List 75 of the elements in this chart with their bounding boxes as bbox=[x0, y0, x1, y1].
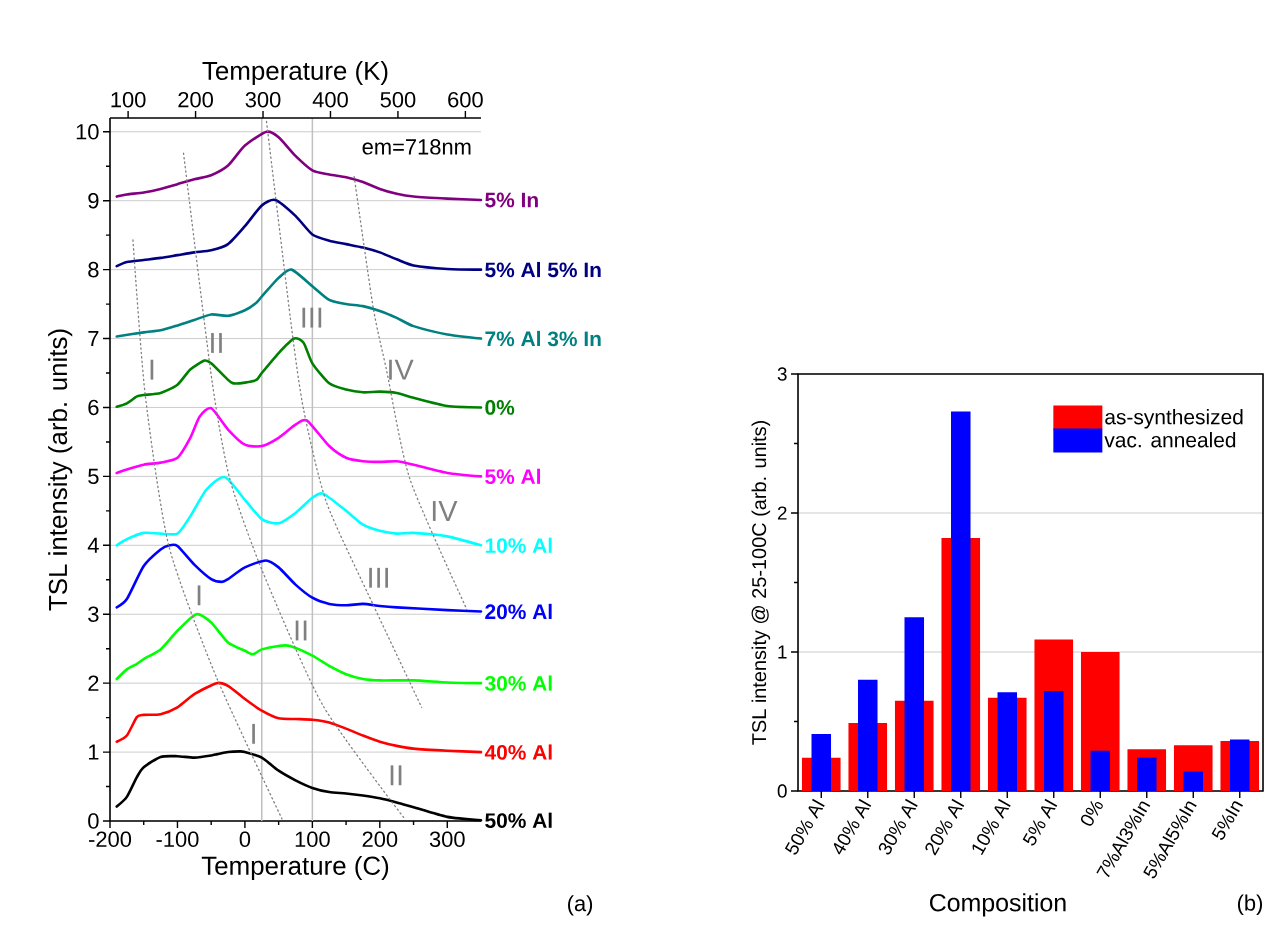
line-series bbox=[115, 198, 483, 271]
x-tick-label: -100 bbox=[156, 831, 199, 848]
series-label: 30% Al bbox=[485, 675, 552, 691]
annotation: III bbox=[302, 307, 322, 328]
x-tick-label: 100 bbox=[295, 831, 330, 848]
bar bbox=[811, 734, 832, 791]
y-tick-label: 2 bbox=[88, 675, 99, 691]
y-tick-label: 1 bbox=[88, 744, 99, 760]
series-label: 5% Al bbox=[485, 468, 540, 485]
y-tick-label: 3 bbox=[88, 606, 99, 622]
series-label: 5% Al 5% In bbox=[485, 261, 601, 278]
y-tick-label: 6 bbox=[88, 399, 99, 416]
series-label: 5% In bbox=[485, 192, 538, 208]
line-series bbox=[353, 175, 468, 611]
annotation: II bbox=[390, 765, 402, 786]
text: (a) bbox=[568, 895, 593, 916]
bar bbox=[1183, 771, 1204, 791]
bar bbox=[997, 692, 1018, 791]
x-tick-label: 5% Al bbox=[1022, 798, 1058, 846]
bar bbox=[1043, 690, 1064, 791]
y-tick-label: 3 bbox=[777, 367, 787, 381]
y-tick-label: 1 bbox=[778, 645, 787, 659]
bar bbox=[1090, 750, 1111, 791]
annotation: IV bbox=[389, 359, 414, 380]
x-axis-title: Composition bbox=[930, 893, 1066, 917]
line-series bbox=[132, 239, 283, 820]
annotation: II bbox=[295, 620, 307, 641]
line-series bbox=[115, 475, 483, 547]
line-series bbox=[115, 130, 483, 202]
legend-label: as-synthesized bbox=[1105, 409, 1243, 429]
x-tick-label: 300 bbox=[429, 831, 465, 848]
series-label: 0% bbox=[485, 400, 515, 415]
y-tick-label: 10 bbox=[76, 124, 99, 140]
annotation: I bbox=[252, 723, 255, 744]
annotation: I bbox=[150, 359, 154, 380]
x2-tick-label: 400 bbox=[312, 91, 348, 108]
series-label: 10% Al bbox=[485, 537, 552, 553]
y-tick-label: 9 bbox=[88, 192, 99, 209]
line-series bbox=[115, 612, 483, 685]
bar bbox=[858, 679, 878, 791]
x2-tick-label: 100 bbox=[111, 91, 146, 108]
y-axis-title: TSL intensity (arb. units) bbox=[48, 329, 73, 611]
y-tick-label: 0 bbox=[777, 784, 787, 798]
series-label: 40% Al bbox=[484, 744, 552, 760]
line-series bbox=[115, 406, 483, 478]
annotation: I bbox=[197, 585, 201, 606]
text: (b) bbox=[1237, 894, 1263, 916]
line-series bbox=[115, 543, 483, 613]
y-tick-label: 8 bbox=[88, 261, 99, 278]
annotation: II bbox=[211, 333, 222, 353]
x-tick-label: 200 bbox=[362, 831, 398, 848]
bar bbox=[904, 617, 925, 791]
series-label: 20% Al bbox=[485, 603, 552, 620]
bar bbox=[951, 411, 971, 791]
series-label: 7% Al 3% In bbox=[485, 330, 601, 347]
y-tick-label: 7 bbox=[88, 331, 99, 347]
y-tick-label: 2 bbox=[777, 506, 787, 520]
x2-tick-label: 500 bbox=[380, 91, 416, 108]
x-tick-label: 0 bbox=[239, 831, 251, 848]
x2-axis-title: Temperature (K) bbox=[202, 60, 388, 86]
annotation: IV bbox=[432, 501, 458, 521]
legend-label: vac. annealed bbox=[1104, 432, 1236, 448]
bar bbox=[1229, 739, 1250, 791]
x2-tick-label: 600 bbox=[448, 91, 483, 108]
bar bbox=[1136, 757, 1157, 791]
y-tick-label: 5 bbox=[88, 468, 99, 485]
y-tick-label: 4 bbox=[87, 537, 99, 553]
x-tick-label: -200 bbox=[89, 831, 132, 848]
annotation: em=718nm bbox=[362, 139, 471, 155]
x2-tick-label: 300 bbox=[245, 91, 281, 108]
x2-tick-label: 200 bbox=[178, 91, 213, 108]
y-axis-title: TSL intensity @ 25-100C (arb. units) bbox=[751, 421, 771, 745]
line-series bbox=[115, 681, 483, 754]
annotation: III bbox=[369, 567, 388, 588]
x-axis-title: Temperature (C) bbox=[201, 855, 389, 881]
